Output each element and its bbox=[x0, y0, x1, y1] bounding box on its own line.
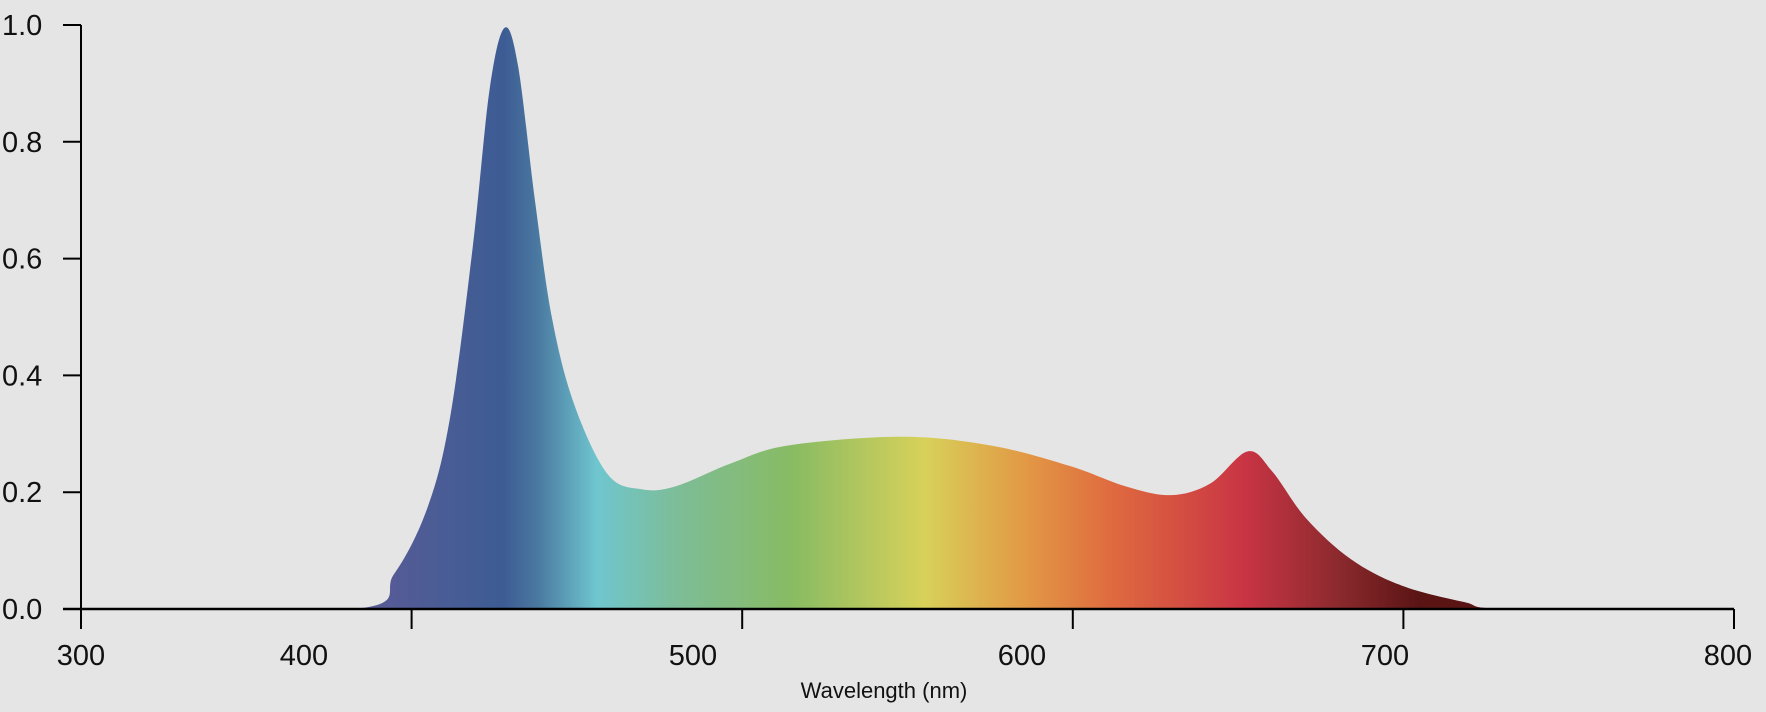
x-tick-label: 500 bbox=[669, 640, 717, 672]
x-axis-label: Wavelength (nm) bbox=[801, 678, 968, 703]
y-tick-label: 0.4 bbox=[2, 360, 42, 392]
y-tick-label: 1.0 bbox=[2, 10, 42, 42]
spectrum-area bbox=[81, 27, 1734, 610]
x-tick-label: 300 bbox=[57, 640, 105, 672]
x-tick-label: 700 bbox=[1361, 640, 1409, 672]
y-tick-label: 0.2 bbox=[2, 477, 42, 509]
x-tick-label: 800 bbox=[1704, 640, 1752, 672]
x-tick-label: 400 bbox=[280, 640, 328, 672]
y-tick-label: 0.8 bbox=[2, 127, 42, 159]
y-tick-label: 0.6 bbox=[2, 244, 42, 276]
y-tick-label: 0.0 bbox=[2, 594, 42, 626]
x-tick-label: 600 bbox=[998, 640, 1046, 672]
